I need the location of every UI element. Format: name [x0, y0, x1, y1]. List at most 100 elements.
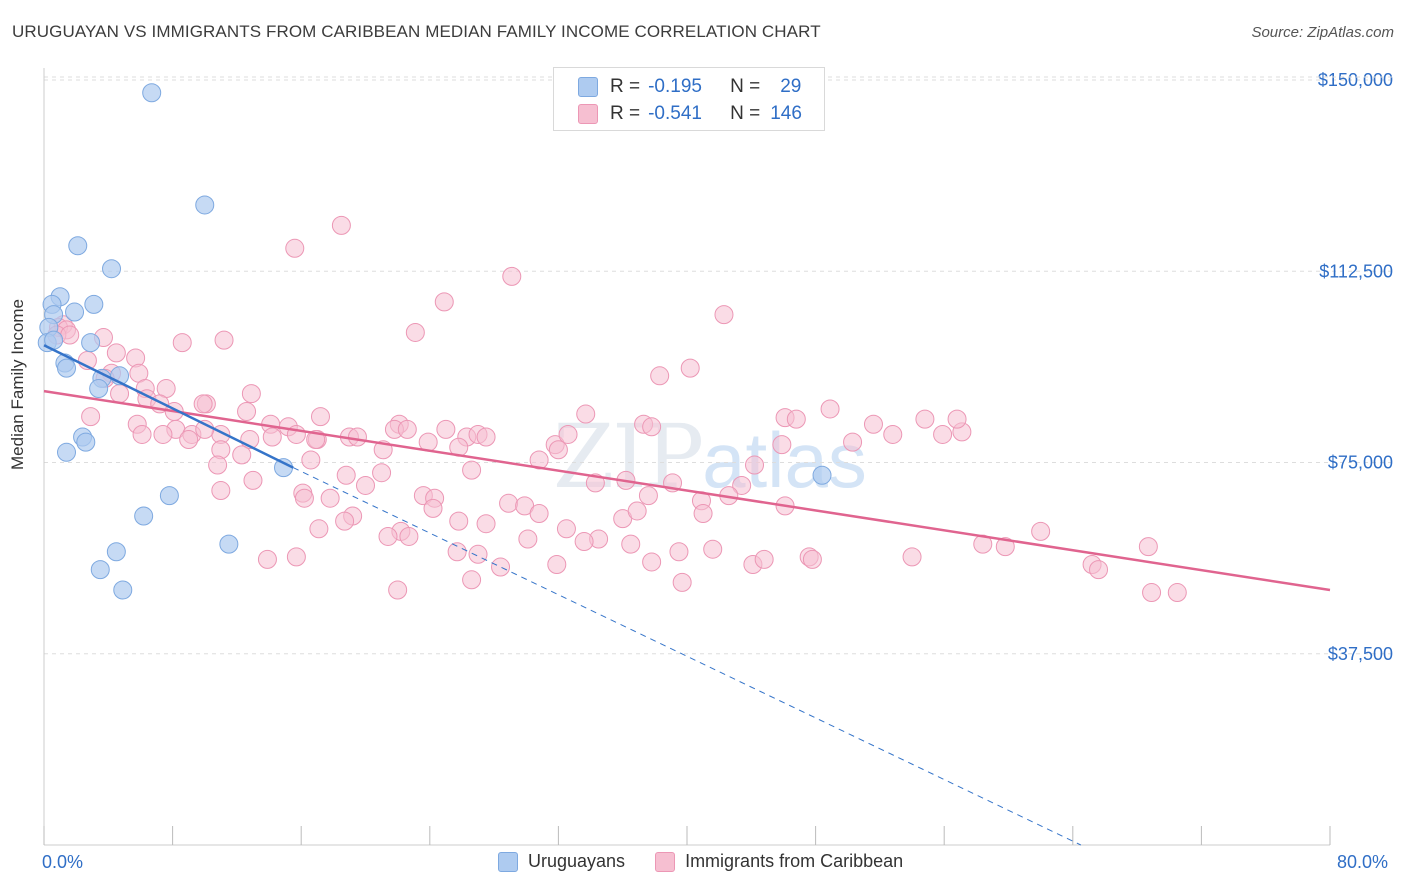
- caribbean-point: [883, 424, 903, 444]
- caribbean-point: [372, 463, 392, 483]
- caribbean-point: [462, 460, 482, 480]
- caribbean-point: [915, 409, 935, 429]
- caribbean-point: [81, 407, 101, 427]
- caribbean-point: [772, 435, 792, 455]
- caribbean-point: [547, 555, 567, 574]
- caribbean-point: [576, 404, 596, 424]
- caribbean-point: [863, 414, 883, 434]
- caribbean-point: [179, 430, 199, 450]
- source-label: Source: ZipAtlas.com: [1251, 24, 1394, 41]
- caribbean-point: [309, 519, 329, 539]
- legend-row-caribbean: R = -0.541 N = 146: [578, 102, 802, 126]
- uruguayan-point: [159, 486, 179, 506]
- uruguayan-point: [142, 83, 162, 103]
- y-tick-label: $150,000: [1318, 70, 1393, 90]
- series-label-caribbean: Immigrants from Caribbean: [685, 851, 904, 871]
- caribbean-point: [60, 325, 80, 345]
- caribbean-point: [257, 549, 277, 569]
- uruguayan-point: [195, 195, 215, 215]
- caribbean-point: [548, 440, 568, 460]
- caribbean-point: [732, 475, 752, 495]
- caribbean-point: [153, 424, 173, 444]
- caribbean-point: [669, 542, 689, 562]
- caribbean-point: [502, 266, 522, 286]
- caribbean-point: [262, 427, 282, 447]
- legend-n-value: 146: [770, 103, 802, 124]
- caribbean-point: [642, 552, 662, 572]
- series-swatch-caribbean: [655, 851, 676, 872]
- series-legend: Uruguayans Immigrants from Caribbean: [498, 851, 933, 872]
- caribbean-point: [638, 486, 658, 506]
- caribbean-point: [1138, 537, 1158, 557]
- y-tick-label: $75,000: [1328, 453, 1393, 473]
- caribbean-point: [447, 542, 467, 562]
- series-legend-uruguayans[interactable]: Uruguayans: [498, 851, 625, 872]
- caribbean-point: [232, 445, 252, 465]
- series-swatch-uruguayans: [498, 851, 518, 872]
- caribbean-point: [241, 384, 261, 404]
- uruguayan-point: [106, 542, 126, 562]
- caribbean-point: [933, 424, 953, 444]
- uruguayan-point: [274, 458, 294, 478]
- uruguayan-trend-line: [43, 344, 294, 469]
- uruguayan-point: [89, 379, 109, 399]
- caribbean-point: [745, 455, 765, 475]
- caribbean-point: [356, 475, 375, 495]
- caribbean-point: [754, 549, 774, 569]
- caribbean-point: [672, 572, 692, 592]
- caribbean-point: [285, 238, 305, 258]
- uruguayan-point: [81, 333, 101, 353]
- caribbean-point: [1142, 583, 1162, 603]
- caribbean-point: [574, 532, 594, 552]
- caribbean-point: [468, 544, 488, 564]
- caribbean-point: [529, 504, 549, 523]
- caribbean-point: [294, 488, 314, 508]
- caribbean-point: [434, 292, 454, 312]
- caribbean-point: [947, 409, 967, 429]
- caribbean-point: [320, 488, 340, 508]
- caribbean-point: [243, 470, 263, 490]
- caribbean-point: [211, 481, 231, 501]
- caribbean-point: [397, 419, 417, 439]
- legend-swatch-caribbean: [578, 104, 598, 124]
- caribbean-point: [1031, 521, 1051, 541]
- caribbean-point: [335, 511, 355, 531]
- caribbean-point: [585, 473, 605, 493]
- legend-swatch-uruguayans: [578, 77, 598, 97]
- caribbean-point: [558, 424, 578, 444]
- uruguayan-point: [219, 534, 239, 554]
- caribbean-point: [193, 394, 213, 414]
- legend-r-value: -0.541: [648, 103, 702, 124]
- caribbean-point: [388, 580, 408, 600]
- caribbean-point: [336, 465, 356, 485]
- caribbean-point: [642, 417, 662, 437]
- caribbean-point: [405, 322, 425, 342]
- uruguayan-point: [57, 358, 77, 378]
- uruguayan-trend-extension: [292, 467, 1082, 846]
- legend-r-value: -0.195: [648, 76, 702, 97]
- legend-r-label: R =: [610, 76, 641, 97]
- uruguayan-point: [57, 442, 77, 462]
- caribbean-point: [378, 526, 398, 546]
- y-axis-title: Median Family Income: [8, 298, 27, 470]
- caribbean-point: [693, 504, 713, 523]
- legend-n-label: N =: [730, 76, 761, 97]
- caribbean-point: [843, 432, 863, 452]
- caribbean-point: [703, 539, 723, 559]
- uruguayan-point: [102, 259, 122, 279]
- uruguayan-point: [812, 465, 832, 485]
- y-tick-label: $37,500: [1328, 644, 1393, 664]
- caribbean-point: [1167, 583, 1187, 603]
- caribbean-point: [301, 450, 321, 470]
- caribbean-point: [172, 333, 192, 353]
- caribbean-point: [476, 514, 496, 534]
- caribbean-point: [423, 498, 443, 518]
- x-tick-label-max: 80.0%: [1337, 852, 1389, 872]
- caribbean-point: [621, 534, 641, 554]
- series-legend-caribbean[interactable]: Immigrants from Caribbean: [655, 851, 903, 872]
- caribbean-point: [286, 547, 306, 567]
- caribbean-point: [786, 409, 806, 429]
- correlation-legend: R = -0.195 N = 29 R = -0.541 N = 146: [553, 67, 825, 131]
- x-tick-label-min: 0.0%: [42, 852, 84, 872]
- uruguayan-point: [65, 302, 85, 322]
